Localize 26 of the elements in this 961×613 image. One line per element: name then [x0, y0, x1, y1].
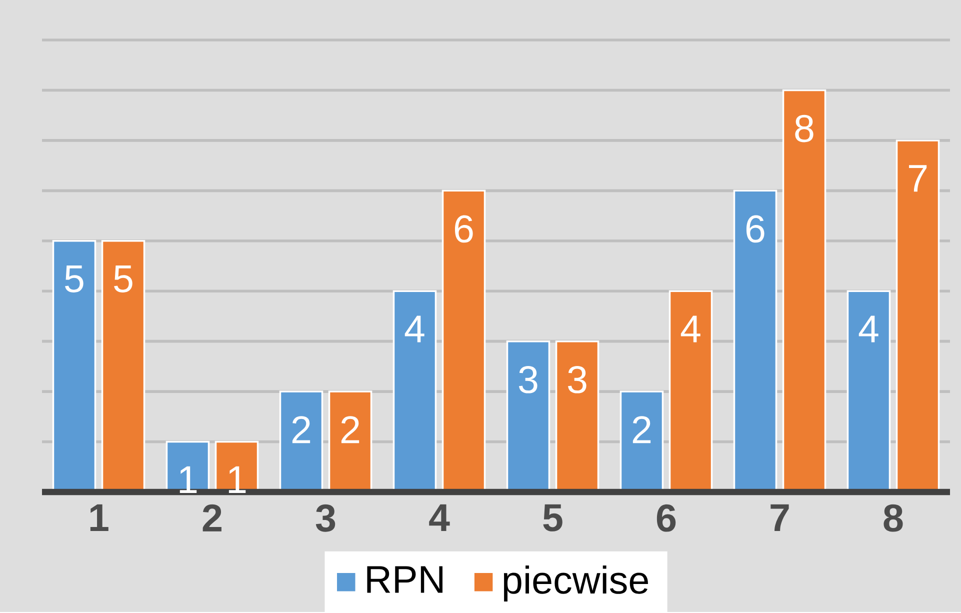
data-label: 2: [341, 416, 360, 444]
legend-label: RPN: [367, 566, 442, 593]
data-label: 2: [632, 416, 651, 444]
data-label: 1: [228, 466, 246, 494]
x-tick-label: 7: [770, 504, 789, 532]
x-tick-label: 3: [316, 504, 336, 532]
legend-label: piecwise: [504, 566, 648, 602]
data-label: 4: [680, 316, 700, 342]
data-label: 2: [292, 416, 310, 444]
data-label: 1: [180, 466, 197, 494]
data-label: 4: [404, 316, 424, 342]
data-label: 8: [795, 114, 814, 142]
data-label: 3: [568, 366, 586, 394]
x-tick-label: 5: [543, 504, 562, 532]
data-label: 5: [114, 266, 132, 293]
data-label: 4: [858, 316, 878, 342]
data-label: 7: [909, 165, 927, 192]
x-tick-label: 6: [656, 504, 676, 532]
x-tick-label: 1: [90, 504, 108, 532]
data-label: 6: [455, 215, 473, 243]
data-label: 5: [65, 266, 84, 293]
data-label: 3: [518, 366, 538, 394]
x-tick-label: 8: [884, 504, 903, 532]
data-label: 6: [746, 215, 764, 243]
x-tick-label: 2: [202, 504, 222, 532]
x-tick-label: 4: [429, 504, 450, 532]
